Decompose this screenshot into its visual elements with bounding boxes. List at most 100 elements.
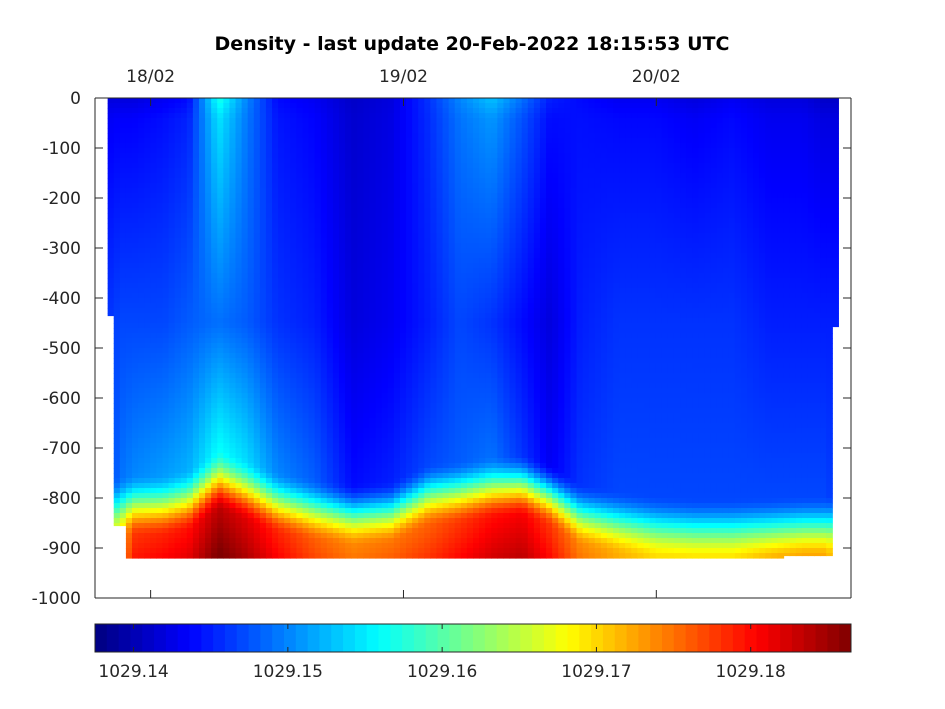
heatmap-cell	[150, 473, 157, 479]
heatmap-cell	[265, 183, 273, 189]
heatmap-cell	[345, 368, 352, 374]
heatmap-cell	[113, 158, 121, 164]
heatmap-cell	[296, 228, 304, 234]
heatmap-cell	[217, 423, 224, 429]
heatmap-cell	[113, 273, 121, 279]
heatmap-cell	[314, 373, 322, 379]
heatmap-cell	[192, 218, 200, 224]
heatmap-cell	[393, 268, 401, 274]
heatmap-cell	[265, 253, 273, 259]
heatmap-cell	[296, 253, 304, 259]
heatmap-cell	[259, 138, 267, 144]
heatmap-cell	[308, 348, 316, 354]
heatmap-cell	[247, 458, 255, 464]
heatmap-cell	[375, 223, 383, 229]
heatmap-cell	[132, 148, 139, 154]
heatmap-cell	[436, 123, 444, 129]
heatmap-cell	[320, 123, 328, 129]
heatmap-cell	[387, 338, 395, 344]
heatmap-cell	[125, 463, 133, 469]
heatmap-cell	[430, 448, 438, 454]
heatmap-cell	[284, 418, 291, 424]
heatmap-cell	[345, 393, 352, 399]
heatmap-cell	[198, 228, 206, 234]
heatmap-cell	[180, 308, 188, 314]
heatmap-cell	[265, 173, 273, 179]
heatmap-cell	[363, 128, 371, 134]
heatmap-cell	[180, 298, 188, 304]
heatmap-cell	[150, 98, 157, 104]
heatmap-cell	[418, 548, 425, 554]
heatmap-cell	[144, 438, 151, 444]
heatmap-cell	[192, 548, 200, 554]
heatmap-cell	[235, 383, 243, 389]
heatmap-cell	[284, 108, 291, 114]
heatmap-cell	[296, 408, 304, 414]
heatmap-cell	[308, 108, 316, 114]
heatmap-cell	[430, 548, 438, 554]
heatmap-cell	[259, 103, 267, 109]
heatmap-cell	[290, 153, 298, 159]
heatmap-cell	[363, 303, 371, 309]
heatmap-cell	[381, 498, 389, 504]
heatmap-cell	[339, 253, 346, 259]
heatmap-cell	[150, 268, 157, 274]
heatmap-cell	[144, 383, 151, 389]
heatmap-cell	[156, 138, 164, 144]
heatmap-cell	[332, 243, 340, 249]
heatmap-cell	[369, 368, 377, 374]
heatmap-cell	[107, 303, 115, 309]
heatmap-cell	[259, 418, 267, 424]
heatmap-cell	[138, 113, 145, 119]
heatmap-cell	[387, 378, 395, 384]
heatmap-cell	[393, 463, 401, 469]
heatmap-cell	[168, 348, 176, 354]
heatmap-cell	[229, 383, 237, 389]
heatmap-cell	[168, 138, 176, 144]
heatmap-cell	[253, 333, 261, 339]
heatmap-cell	[138, 483, 145, 489]
heatmap-cell	[223, 348, 231, 354]
heatmap-cell	[363, 113, 371, 119]
heatmap-cell	[113, 343, 121, 349]
heatmap-cell	[369, 398, 377, 404]
heatmap-cell	[156, 98, 164, 104]
heatmap-cell	[399, 293, 407, 299]
heatmap-cell	[138, 278, 145, 284]
heatmap-cell	[119, 163, 127, 169]
heatmap-cell	[156, 538, 164, 544]
heatmap-cell	[424, 348, 431, 354]
heatmap-cell	[229, 318, 237, 324]
heatmap-cell	[272, 163, 279, 169]
heatmap-cell	[235, 503, 243, 509]
heatmap-cell	[339, 453, 346, 459]
heatmap-cell	[198, 498, 206, 504]
heatmap-cell	[198, 543, 206, 549]
heatmap-cell	[375, 303, 383, 309]
heatmap-cell	[387, 468, 395, 474]
heatmap-cell	[351, 303, 358, 309]
heatmap-cell	[424, 303, 431, 309]
heatmap-cell	[320, 298, 328, 304]
heatmap-cell	[156, 543, 164, 549]
heatmap-cell	[162, 378, 170, 384]
heatmap-cell	[113, 143, 121, 149]
heatmap-cell	[314, 533, 322, 539]
heatmap-cell	[406, 108, 413, 114]
heatmap-cell	[223, 403, 231, 409]
heatmap-cell	[430, 178, 438, 184]
heatmap-cell	[156, 278, 164, 284]
heatmap-cell	[125, 283, 133, 289]
heatmap-cell	[180, 133, 188, 139]
heatmap-cell	[229, 458, 237, 464]
heatmap-cell	[150, 303, 157, 309]
heatmap-cell	[296, 538, 304, 544]
heatmap-cell	[406, 408, 413, 414]
heatmap-cell	[229, 278, 237, 284]
heatmap-cell	[125, 518, 133, 524]
heatmap-cell	[314, 188, 322, 194]
heatmap-cell	[241, 408, 249, 414]
heatmap-cell	[320, 388, 328, 394]
heatmap-cell	[265, 458, 273, 464]
heatmap-cell	[235, 453, 243, 459]
